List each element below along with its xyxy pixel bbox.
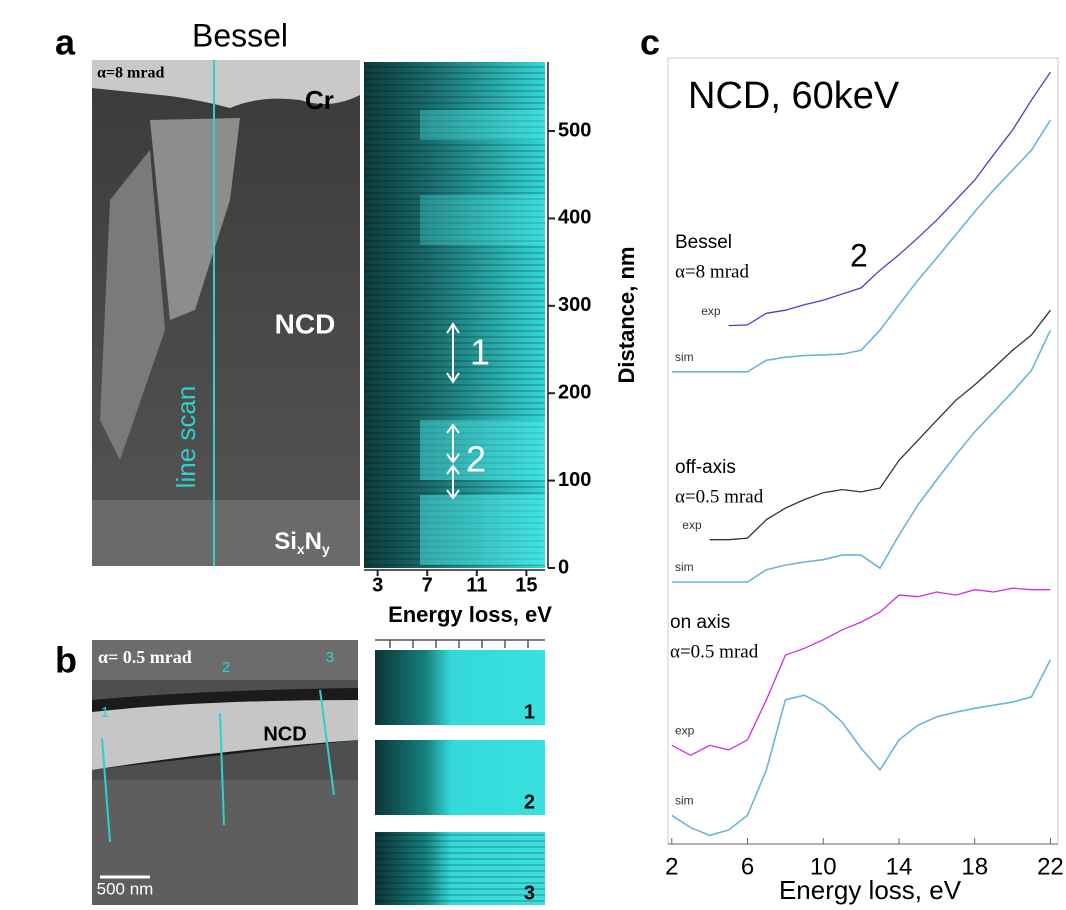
image-label: 3 xyxy=(524,882,535,904)
annotation: on axis xyxy=(670,612,730,633)
panel-label: b xyxy=(55,640,77,681)
annotation: α=8 mrad xyxy=(675,261,749,282)
y-tick-label: 100 xyxy=(558,469,591,491)
image-label: 1 xyxy=(524,701,535,723)
y-axis-label: Distance, nm xyxy=(614,247,639,384)
x-tick-label: 2 xyxy=(665,853,678,880)
y-tick-label: 500 xyxy=(558,119,591,141)
image-label: Cr xyxy=(305,85,334,115)
annotation: Bessel xyxy=(675,232,732,253)
series-label: sim xyxy=(675,560,694,574)
scan-marker: 3 xyxy=(326,649,334,666)
x-tick-label: 15 xyxy=(515,574,537,596)
x-tick-label: 6 xyxy=(741,853,754,880)
scale-bar-label: 500 nm xyxy=(97,879,154,898)
x-tick-label: 11 xyxy=(466,574,487,596)
panel-label: a xyxy=(55,22,76,63)
panel-label: c xyxy=(640,22,660,63)
label-part: Si xyxy=(274,528,297,555)
annotation: 2 xyxy=(850,237,868,273)
chart-title: NCD, 60keV xyxy=(688,75,900,117)
image-label: α= 0.5 mrad xyxy=(98,647,192,667)
spectrum-line xyxy=(672,660,1051,836)
series-label: sim xyxy=(675,350,694,364)
micrograph-b xyxy=(92,640,358,905)
spectrum-images xyxy=(375,640,545,905)
x-axis-label: Energy loss, eV xyxy=(388,602,552,627)
annotation: α=0.5 mrad xyxy=(675,486,764,507)
x-tick-label: 7 xyxy=(422,574,433,596)
image-label: NCD xyxy=(263,723,306,745)
figure: a b c Bessel off-axis α=8 mrad Cr NCD li… xyxy=(0,0,1066,910)
x-tick-label: 18 xyxy=(961,853,988,880)
label-part: y xyxy=(322,541,330,557)
image-label: line scan xyxy=(171,386,201,489)
annotation: α=0.5 mrad xyxy=(670,641,759,662)
label-part: x xyxy=(297,541,305,557)
scan-marker: 2 xyxy=(222,659,230,676)
x-tick-label: 22 xyxy=(1037,853,1064,880)
annotation: 1 xyxy=(470,332,490,373)
y-tick-label: 300 xyxy=(558,294,591,316)
series-label: exp xyxy=(682,518,702,532)
y-tick-label: 200 xyxy=(558,381,591,403)
y-tick-label: 0 xyxy=(558,556,569,578)
image-label: 2 xyxy=(524,791,535,813)
line-scan-map xyxy=(364,62,545,568)
x-axis-label: Energy loss, eV xyxy=(779,875,962,905)
series-label: exp xyxy=(675,723,695,737)
series-label: exp xyxy=(701,304,721,318)
plot-frame xyxy=(668,58,1058,844)
annotation: off-axis xyxy=(675,457,736,478)
scan-marker: 1 xyxy=(101,704,109,721)
series-label: sim xyxy=(675,794,694,808)
annotation: 2 xyxy=(466,439,486,480)
image-label: NCD xyxy=(275,308,336,339)
label-part: N xyxy=(305,528,322,555)
y-tick-label: 400 xyxy=(558,207,591,229)
panel-title: Bessel xyxy=(192,17,288,53)
image-label: α=8 mrad xyxy=(97,65,164,82)
x-tick-label: 3 xyxy=(372,574,383,596)
